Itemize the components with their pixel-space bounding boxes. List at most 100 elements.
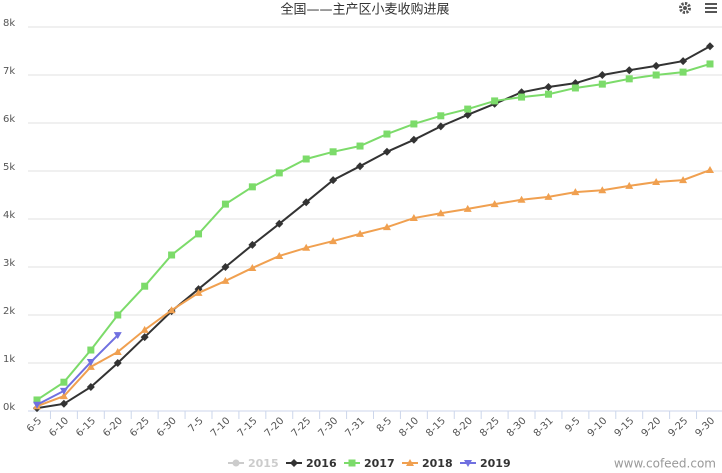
series bbox=[33, 60, 714, 404]
point bbox=[544, 192, 553, 200]
y-tick-label: 8k bbox=[3, 18, 15, 29]
x-tick-label: 8-25 bbox=[478, 415, 502, 439]
y-tick-label: 1k bbox=[3, 354, 15, 365]
point bbox=[275, 251, 284, 259]
legend-symbol bbox=[348, 459, 356, 467]
x-tick-label: 6-10 bbox=[47, 415, 71, 439]
point bbox=[679, 57, 688, 66]
point bbox=[140, 333, 149, 342]
point bbox=[59, 387, 68, 395]
line bbox=[36, 334, 119, 406]
y-tick-label: 7k bbox=[3, 66, 15, 77]
legend-item[interactable]: 2019 bbox=[460, 457, 511, 470]
y-tick-label: 6k bbox=[3, 114, 15, 125]
settings-icon[interactable] bbox=[679, 2, 691, 14]
x-tick-label: 9-5 bbox=[563, 415, 582, 434]
x-tick-label: 7-31 bbox=[343, 415, 367, 439]
legend-symbol bbox=[406, 459, 414, 466]
point bbox=[544, 83, 553, 91]
point bbox=[329, 237, 338, 245]
x-tick-label: 8-20 bbox=[451, 415, 475, 439]
legend-label: 2017 bbox=[364, 457, 395, 470]
point bbox=[302, 198, 311, 207]
point bbox=[194, 288, 203, 296]
point bbox=[114, 311, 122, 319]
y-tick-label: 2k bbox=[3, 306, 15, 317]
point bbox=[436, 209, 445, 217]
point bbox=[248, 263, 257, 271]
legend-item[interactable]: 2015 bbox=[228, 457, 279, 470]
point bbox=[409, 135, 418, 144]
point bbox=[33, 396, 41, 404]
x-tick-label: 6-15 bbox=[74, 415, 98, 439]
point bbox=[60, 378, 68, 386]
point bbox=[275, 169, 283, 177]
x-tick-label: 7-5 bbox=[186, 415, 205, 434]
point bbox=[544, 90, 552, 98]
point bbox=[706, 166, 714, 174]
point bbox=[598, 186, 607, 194]
point bbox=[571, 84, 579, 92]
point bbox=[517, 195, 526, 203]
x-tick-label: 7-20 bbox=[263, 415, 287, 439]
x-tick-label: 9-10 bbox=[586, 415, 610, 439]
point bbox=[490, 200, 499, 208]
point bbox=[706, 60, 714, 68]
point bbox=[598, 71, 607, 79]
x-tick-label: 8-15 bbox=[424, 415, 448, 439]
legend-item[interactable]: 2016 bbox=[286, 457, 337, 470]
point bbox=[86, 362, 95, 370]
point bbox=[168, 251, 176, 259]
legend-symbol bbox=[290, 459, 298, 467]
line bbox=[36, 45, 711, 410]
x-tick-label: 6-25 bbox=[128, 415, 152, 439]
x-tick-label: 7-30 bbox=[317, 415, 341, 439]
line bbox=[36, 63, 711, 401]
point bbox=[437, 112, 445, 120]
point bbox=[302, 155, 310, 163]
line bbox=[36, 169, 711, 408]
menu-icon[interactable] bbox=[705, 3, 717, 13]
point bbox=[464, 105, 472, 113]
point bbox=[382, 223, 391, 231]
series bbox=[33, 166, 714, 410]
x-tick-label: 8-5 bbox=[375, 415, 394, 434]
y-tick-label: 3k bbox=[3, 258, 15, 269]
legend-label: 2016 bbox=[306, 457, 337, 470]
point bbox=[113, 332, 122, 340]
point bbox=[248, 183, 256, 191]
x-tick-label: 7-15 bbox=[236, 415, 260, 439]
legend-item[interactable]: 2017 bbox=[344, 457, 395, 470]
y-tick-label: 4k bbox=[3, 210, 15, 221]
point bbox=[410, 120, 418, 128]
x-tick-label: 8-30 bbox=[505, 415, 529, 439]
point bbox=[195, 230, 203, 238]
point bbox=[571, 188, 580, 196]
x-tick-label: 8-31 bbox=[532, 415, 556, 439]
point bbox=[356, 142, 364, 150]
point bbox=[302, 243, 311, 251]
legend-symbol bbox=[232, 459, 240, 467]
watermark: www.cofeed.com bbox=[614, 457, 716, 471]
legend-item[interactable]: 2018 bbox=[402, 457, 453, 470]
point bbox=[409, 214, 418, 222]
x-tick-label: 6-30 bbox=[155, 415, 179, 439]
point bbox=[463, 110, 472, 119]
x-tick-label: 9-30 bbox=[693, 415, 717, 439]
point bbox=[652, 71, 660, 79]
legend-symbol bbox=[464, 460, 472, 467]
x-tick-label: 6-20 bbox=[101, 415, 125, 439]
legend-label: 2018 bbox=[422, 457, 453, 470]
point bbox=[625, 75, 633, 83]
point bbox=[140, 325, 149, 333]
point bbox=[167, 306, 176, 314]
point bbox=[652, 61, 661, 70]
point bbox=[59, 392, 68, 400]
point bbox=[356, 162, 365, 171]
y-tick-label: 0k bbox=[3, 402, 15, 413]
point bbox=[113, 359, 122, 367]
x-tick-label: 7-10 bbox=[209, 415, 233, 439]
point bbox=[625, 181, 634, 189]
point bbox=[248, 240, 257, 249]
